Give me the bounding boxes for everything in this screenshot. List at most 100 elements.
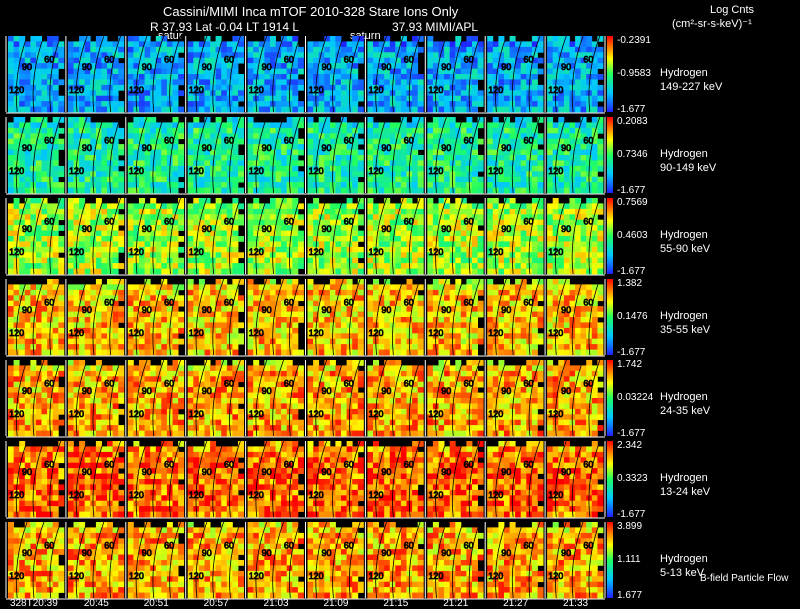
- contour-label-90: 90: [381, 548, 391, 558]
- contour-label-60: 60: [344, 541, 354, 551]
- contour-label-90: 90: [262, 386, 272, 396]
- contour-label-120: 120: [309, 571, 324, 581]
- contour-label-90: 90: [501, 224, 511, 234]
- panel-5-contours-5: 60 90 120: [248, 359, 301, 437]
- x-tick-label: 20:45: [83, 598, 109, 609]
- contour-label-60: 60: [224, 136, 234, 146]
- contour-label-90: 90: [501, 548, 511, 558]
- contour-label-60: 60: [404, 217, 414, 227]
- contour-label-120: 120: [69, 85, 84, 95]
- contour-label-120: 120: [548, 490, 563, 500]
- panel-6-contours-5: 60 90 120: [248, 440, 301, 518]
- contour-label-90: 90: [561, 305, 571, 315]
- contour-label-60: 60: [583, 55, 593, 65]
- contour-label-60: 60: [404, 379, 414, 389]
- contour-label-60: 60: [104, 136, 114, 146]
- colorbar-max-label: 1.742: [617, 359, 643, 370]
- x-tick-label: 21:27: [503, 598, 529, 609]
- contour-label-90: 90: [441, 386, 451, 396]
- panel-6-image-9: [487, 441, 544, 518]
- contour-label-60: 60: [524, 298, 534, 308]
- energy-range-label: 90-149 keV: [660, 162, 717, 174]
- panel-6-image-7: [367, 441, 424, 518]
- contour-label-90: 90: [82, 224, 92, 234]
- contour-label-60: 60: [104, 217, 114, 227]
- panel-4-contours-1: 60 90 120: [9, 278, 62, 356]
- panel-6-contours-2: 60 90 120: [69, 440, 121, 518]
- panel-5-contours-2: 60 90 120: [69, 359, 121, 437]
- panel-6-contours-8: 60 90 120: [428, 440, 481, 518]
- panel-3-image-3: [127, 198, 185, 275]
- panel-1-contours-5: 60 90 120: [248, 35, 301, 113]
- panel-3: 60 90 120 60 90 120 60 90 120 60 90 120 60 90 120 60 90 1…: [5, 197, 613, 276]
- contour-label-120: 120: [69, 328, 84, 338]
- colorbar-mid-label: 0.3323: [617, 473, 648, 484]
- contour-label-120: 120: [129, 85, 144, 95]
- contour-label-60: 60: [284, 217, 294, 227]
- panel-5-contours-3: 60 90 120: [128, 359, 181, 437]
- contour-label-90: 90: [561, 62, 571, 72]
- species-label: Hydrogen: [660, 472, 708, 484]
- contour-label-120: 120: [428, 328, 443, 338]
- contour-label-90: 90: [82, 143, 92, 153]
- contour-label-60: 60: [224, 541, 234, 551]
- contour-label-120: 120: [309, 328, 324, 338]
- x-tick-label: 21:03: [263, 598, 289, 609]
- contour-label-60: 60: [284, 460, 294, 470]
- contour-label-120: 120: [189, 247, 204, 257]
- panel-3-contours-8: 60 90 120: [428, 197, 481, 275]
- contour-label-120: 120: [9, 247, 24, 257]
- contour-label-60: 60: [44, 136, 54, 146]
- panel-4-image-7: [367, 279, 424, 356]
- contour-label-90: 90: [22, 467, 32, 477]
- contour-label-90: 90: [441, 143, 451, 153]
- contour-label-60: 60: [524, 541, 534, 551]
- contour-label-120: 120: [129, 166, 144, 176]
- panel-6-contours-10: 60 90 120: [548, 440, 601, 518]
- panel-7-contours-4: 60 90 120: [188, 521, 241, 599]
- flow-note: B-field Particle Flow: [700, 573, 789, 584]
- contour-label-120: 120: [369, 85, 384, 95]
- panel-4-contours-2: 60 90 120: [69, 278, 121, 356]
- contour-label-120: 120: [249, 85, 264, 95]
- panel-4-image-6: [307, 279, 364, 356]
- contour-label-60: 60: [404, 460, 414, 470]
- contour-label-120: 120: [249, 328, 264, 338]
- contour-label-120: 120: [309, 409, 324, 419]
- colorbar-mid-label: 0.4603: [617, 230, 648, 241]
- panel-3-contours-7: 60 90 120: [368, 197, 421, 275]
- colorbar-mid-label: -0.9583: [617, 68, 651, 79]
- contour-label-60: 60: [583, 460, 593, 470]
- species-label: Hydrogen: [660, 310, 708, 322]
- contour-label-120: 120: [189, 571, 204, 581]
- contour-label-60: 60: [344, 136, 354, 146]
- contour-label-90: 90: [381, 386, 391, 396]
- contour-label-120: 120: [249, 409, 264, 419]
- colorbar-mid-label: 1.111: [617, 554, 641, 565]
- panel-6-contours-4: 60 90 120: [188, 440, 241, 518]
- panel-5-contours-7: 60 90 120: [368, 359, 421, 437]
- panel-2-image-2: [67, 117, 125, 194]
- contour-label-90: 90: [262, 467, 272, 477]
- panel-5-image-8: [427, 360, 484, 437]
- orbit-info-left: R 37.93 Lat -0.04 LT 1914 L: [150, 20, 299, 34]
- species-label: Hydrogen: [660, 148, 708, 160]
- panel-2-contours-1: 60 90 120: [9, 116, 62, 194]
- colorbar-min-label: -1.677: [617, 185, 646, 196]
- panel-6-contours-7: 60 90 120: [368, 440, 421, 518]
- contour-label-120: 120: [69, 571, 84, 581]
- panel-4-contours-10: 60 90 120: [548, 278, 601, 356]
- contour-label-120: 120: [488, 247, 503, 257]
- contour-label-90: 90: [381, 143, 391, 153]
- panel-5-contours-1: 60 90 120: [9, 359, 62, 437]
- colorbar-min-label: -1.677: [617, 509, 646, 520]
- contour-label-60: 60: [224, 460, 234, 470]
- contour-label-60: 60: [44, 55, 54, 65]
- contour-label-60: 60: [104, 541, 114, 551]
- panel-5-contours-4: 60 90 120: [188, 359, 241, 437]
- panel-1-contours-10: 60 90 120: [548, 35, 601, 113]
- energy-range-label: 5-13 keV: [660, 567, 705, 579]
- panel-7-contours-7: 60 90 120: [368, 521, 421, 599]
- contour-label-120: 120: [369, 166, 384, 176]
- contour-label-60: 60: [164, 379, 174, 389]
